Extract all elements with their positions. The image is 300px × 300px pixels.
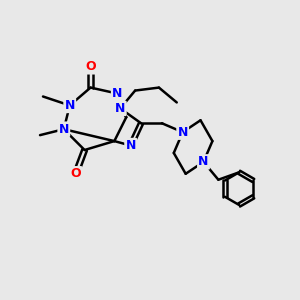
Text: O: O xyxy=(85,60,96,73)
Text: N: N xyxy=(178,126,188,139)
Text: N: N xyxy=(58,123,69,136)
Text: N: N xyxy=(125,139,136,152)
Text: N: N xyxy=(112,87,122,100)
Text: O: O xyxy=(70,167,81,180)
Text: N: N xyxy=(198,155,209,168)
Text: N: N xyxy=(64,99,75,112)
Text: N: N xyxy=(115,102,125,115)
